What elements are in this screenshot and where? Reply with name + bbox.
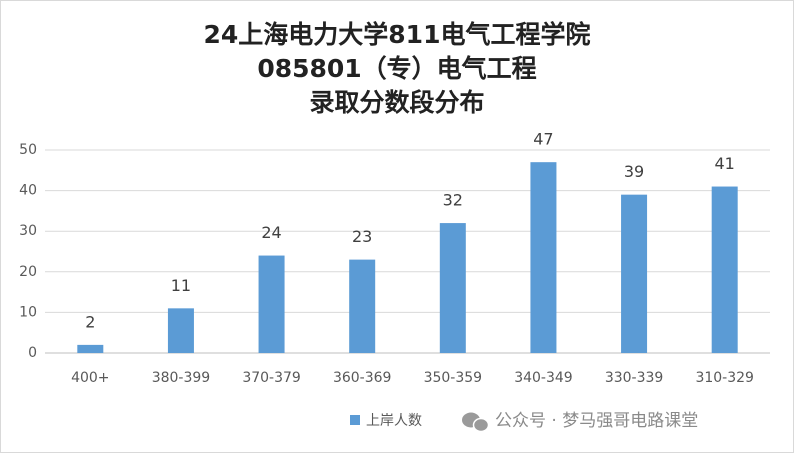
data-label: 41: [715, 154, 735, 173]
y-tick-label: 40: [19, 183, 37, 199]
data-label: 32: [443, 191, 463, 210]
data-label: 24: [261, 223, 281, 242]
x-tick-label: 400+: [71, 370, 109, 386]
x-tick-label: 350-359: [424, 370, 483, 386]
x-tick-label: 360-369: [333, 370, 392, 386]
chart-title: 录取分数段分布: [309, 88, 484, 117]
watermark-icon: [462, 412, 490, 433]
bar: [621, 194, 648, 353]
data-label: 11: [171, 276, 191, 295]
y-tick-label: 50: [19, 142, 37, 158]
data-label: 23: [352, 227, 372, 246]
bar: [167, 308, 194, 353]
data-label: 47: [533, 130, 553, 149]
watermark: 公众号 · 梦马强哥电路课堂: [495, 411, 698, 431]
data-label: 39: [624, 162, 644, 181]
bar: [711, 186, 738, 353]
chart-title: 24上海电力大学811电气工程学院: [204, 20, 591, 49]
x-tick-label: 340-349: [514, 370, 573, 386]
y-tick-label: 10: [19, 304, 37, 320]
y-tick-label: 20: [19, 264, 37, 280]
bar: [439, 223, 466, 353]
y-tick-label: 30: [19, 223, 37, 239]
legend-swatch: [350, 415, 360, 425]
data-label: 2: [85, 312, 95, 331]
chart-title: 085801（专）电气工程: [257, 54, 536, 83]
x-tick-label: 330-339: [605, 370, 664, 386]
x-tick-label: 380-399: [152, 370, 211, 386]
y-tick-label: 0: [28, 345, 37, 361]
bar: [258, 255, 285, 353]
legend-label: 上岸人数: [366, 413, 422, 429]
x-tick-label: 370-379: [242, 370, 301, 386]
bar: [77, 344, 104, 353]
bar: [530, 162, 557, 353]
bar: [349, 259, 376, 353]
x-tick-label: 310-329: [695, 370, 754, 386]
